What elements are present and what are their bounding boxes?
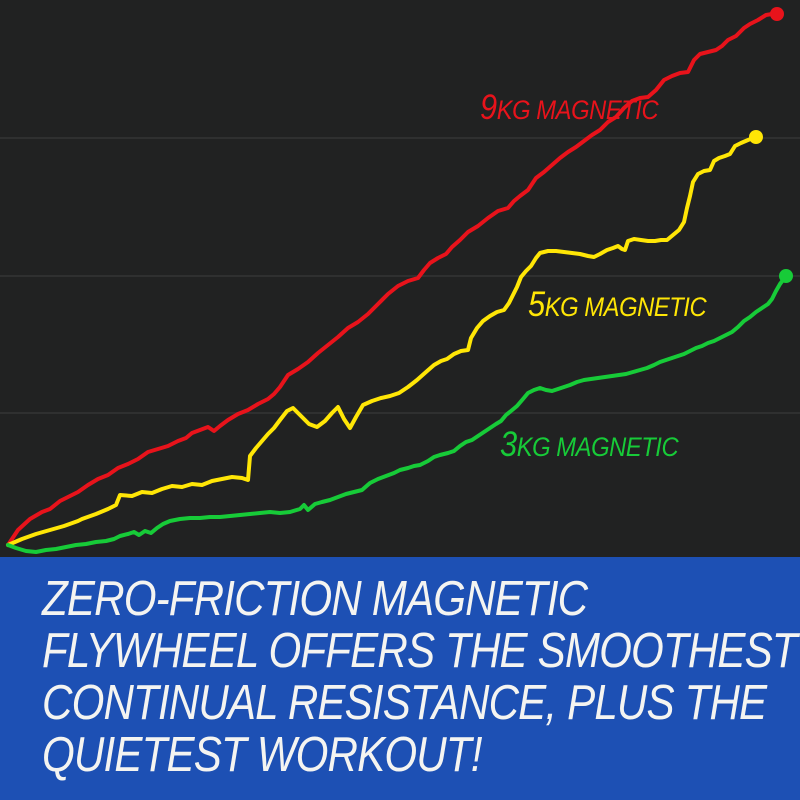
caption-banner: ZERO-FRICTION MAGNETIC FLYWHEEL OFFERS T… [0, 557, 800, 800]
series-label-3kg-text: KG MAGNETIC [516, 432, 679, 462]
series-label-5kg: 5KG MAGNETIC [528, 285, 707, 324]
caption-line-2: FLYWHEEL OFFERS THE SMOOTHEST [42, 624, 798, 678]
series-label-9kg-number: 9 [480, 88, 497, 127]
series-label-9kg: 9KG MAGNETIC [480, 88, 659, 127]
caption-text-block: ZERO-FRICTION MAGNETIC FLYWHEEL OFFERS T… [42, 572, 798, 782]
series-end-dot-3kg [779, 269, 793, 283]
series-label-5kg-number: 5 [528, 285, 545, 324]
series-line-5kg [6, 135, 758, 547]
series-label-5kg-text: KG MAGNETIC [544, 292, 707, 322]
series-label-3kg-number: 3 [500, 425, 517, 464]
series-line-3kg [6, 274, 788, 554]
caption-line-4: QUIETEST WORKOUT! [42, 728, 482, 782]
resistance-chart: 9KG MAGNETIC 5KG MAGNETIC 3KG MAGNETIC [0, 7, 800, 554]
resistance-chart-canvas [0, 7, 800, 554]
series-label-9kg-text: KG MAGNETIC [496, 95, 659, 125]
series-end-dot-5kg [749, 130, 763, 144]
series-line-9kg [6, 12, 779, 547]
caption-line-3: CONTINUAL RESISTANCE, PLUS THE [42, 676, 767, 730]
series-end-dot-9kg [770, 7, 784, 21]
series-label-3kg: 3KG MAGNETIC [500, 425, 679, 464]
caption-line-1: ZERO-FRICTION MAGNETIC [42, 572, 588, 626]
